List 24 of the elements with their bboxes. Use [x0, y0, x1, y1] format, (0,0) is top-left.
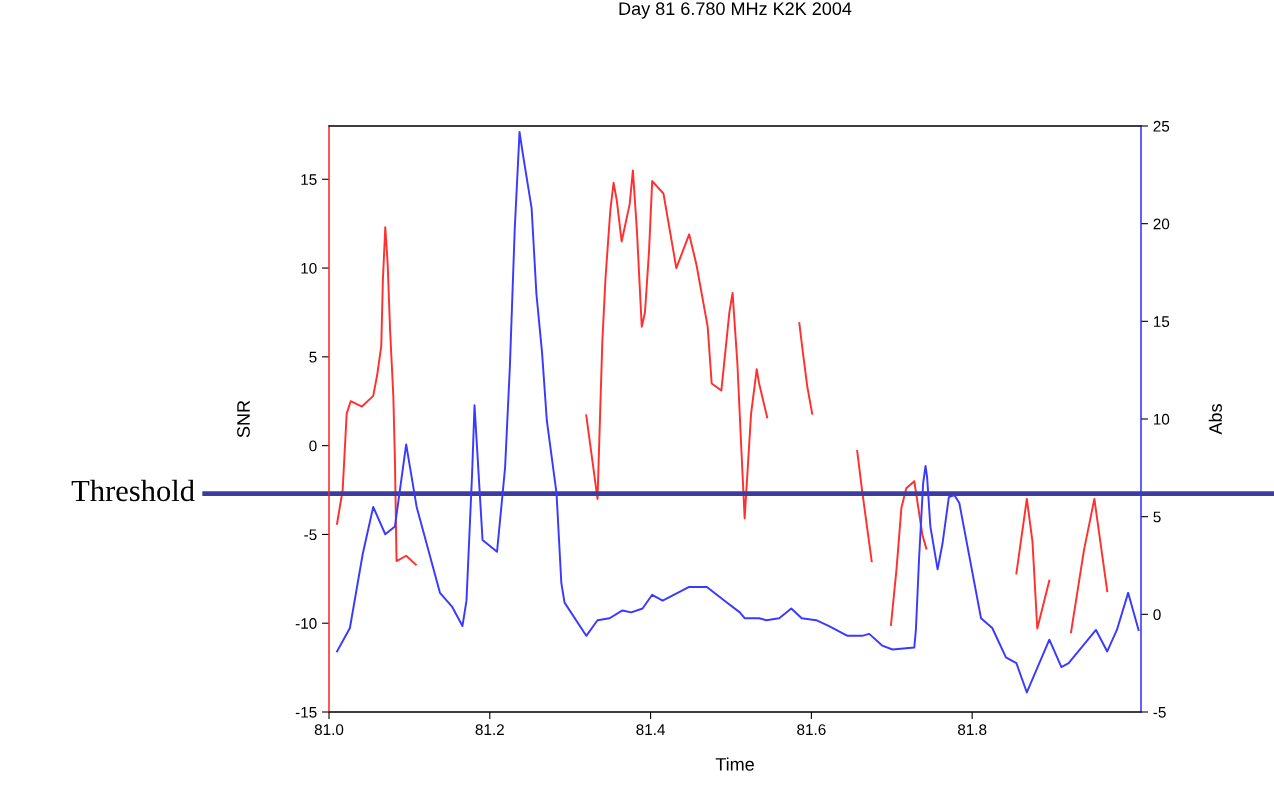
y-tick-label: 10 — [301, 262, 317, 274]
y2-tick-label: 25 — [1153, 120, 1170, 132]
y2-axis-title: Abs — [1208, 404, 1222, 435]
y2-tick-label: 0 — [1153, 609, 1161, 621]
y2-tick-label: 20 — [1153, 218, 1170, 230]
x-tick-label: 81.8 — [957, 724, 987, 736]
y-tick-label: -15 — [295, 707, 317, 718]
x-tick-label: 81.4 — [636, 724, 666, 736]
y-tick-label: 0 — [309, 440, 317, 452]
x-tick-label: 81.6 — [797, 724, 826, 736]
y-tick-label: 15 — [301, 174, 317, 185]
x-tick-label: 81.0 — [314, 724, 344, 736]
ref-line-label: Threshold — [71, 479, 195, 502]
y-tick-label: -5 — [304, 529, 317, 541]
y-tick-label: 5 — [309, 351, 317, 363]
chart-title: Day 81 6.780 MHz K2K 2004 — [619, 2, 852, 19]
x-axis-title: Time — [715, 757, 754, 771]
x-tick-label: 81.2 — [475, 724, 504, 736]
y2-tick-label: 15 — [1153, 316, 1170, 328]
y2-tick-label: 5 — [1153, 511, 1161, 523]
y2-tick-label: 10 — [1153, 413, 1170, 425]
y-axis-title: SNR — [237, 400, 250, 438]
y2-tick-label: -5 — [1153, 707, 1166, 718]
y-tick-label: -10 — [295, 618, 317, 629]
